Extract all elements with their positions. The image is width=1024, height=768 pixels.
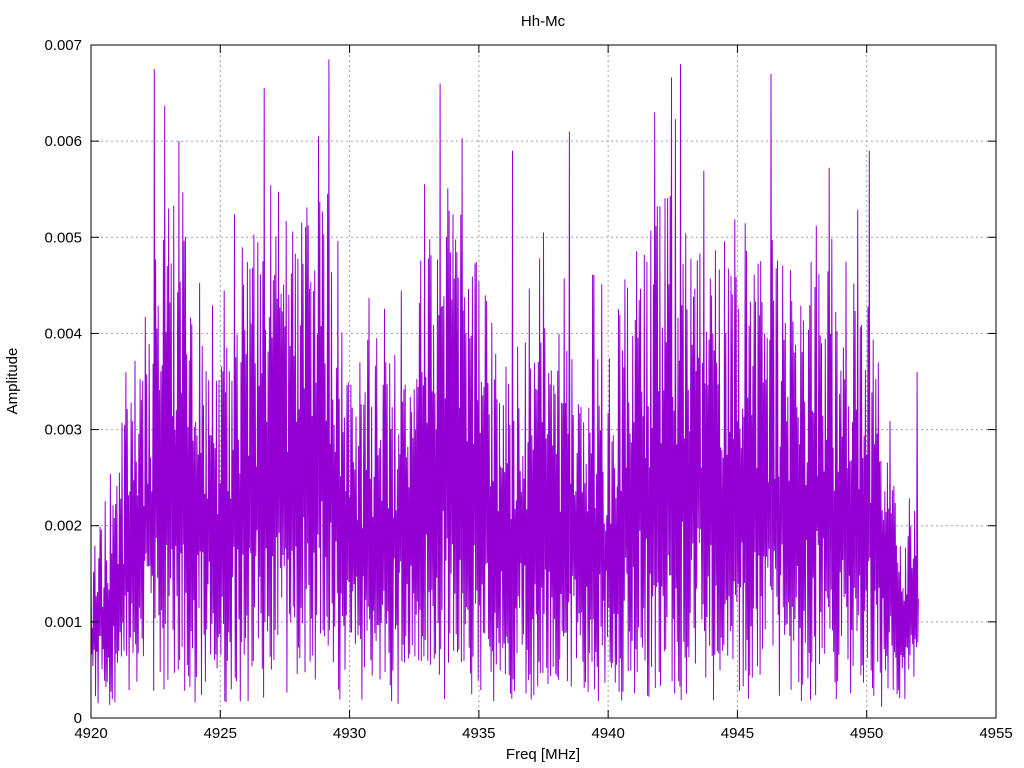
x-axis-label: Freq [MHz] bbox=[506, 746, 580, 763]
x-tick-label: 4920 bbox=[74, 725, 107, 742]
y-tick-label: 0.006 bbox=[44, 133, 82, 150]
y-tick-labels: 0 0.001 0.002 0.003 0.004 0.005 0.006 0.007 bbox=[44, 37, 82, 727]
x-tick-label: 4935 bbox=[462, 725, 495, 742]
y-tick-label: 0.005 bbox=[44, 229, 82, 246]
x-tick-labels: 4920 4925 4930 4935 4940 4945 4950 4955 bbox=[74, 725, 1012, 742]
x-tick-label: 4950 bbox=[850, 725, 883, 742]
y-tick-label: 0.003 bbox=[44, 422, 82, 439]
series-layer bbox=[90, 59, 919, 707]
y-axis-label: Amplitude bbox=[4, 348, 21, 415]
x-tick-label: 4945 bbox=[721, 725, 754, 742]
tick-marks bbox=[90, 44, 997, 719]
x-tick-label: 4930 bbox=[333, 725, 366, 742]
y-tick-label: 0.002 bbox=[44, 518, 82, 535]
x-tick-label: 4940 bbox=[591, 725, 624, 742]
y-tick-label: 0 bbox=[74, 710, 82, 727]
chart-title: Hh-Mc bbox=[521, 13, 566, 30]
y-tick-label: 0.007 bbox=[44, 37, 82, 54]
y-tick-label: 0.004 bbox=[44, 325, 82, 342]
y-tick-label: 0.001 bbox=[44, 614, 82, 631]
amplitude-series-line bbox=[90, 59, 919, 707]
x-tick-label: 4955 bbox=[979, 725, 1012, 742]
plot-frame bbox=[90, 44, 997, 719]
x-tick-label: 4925 bbox=[204, 725, 237, 742]
